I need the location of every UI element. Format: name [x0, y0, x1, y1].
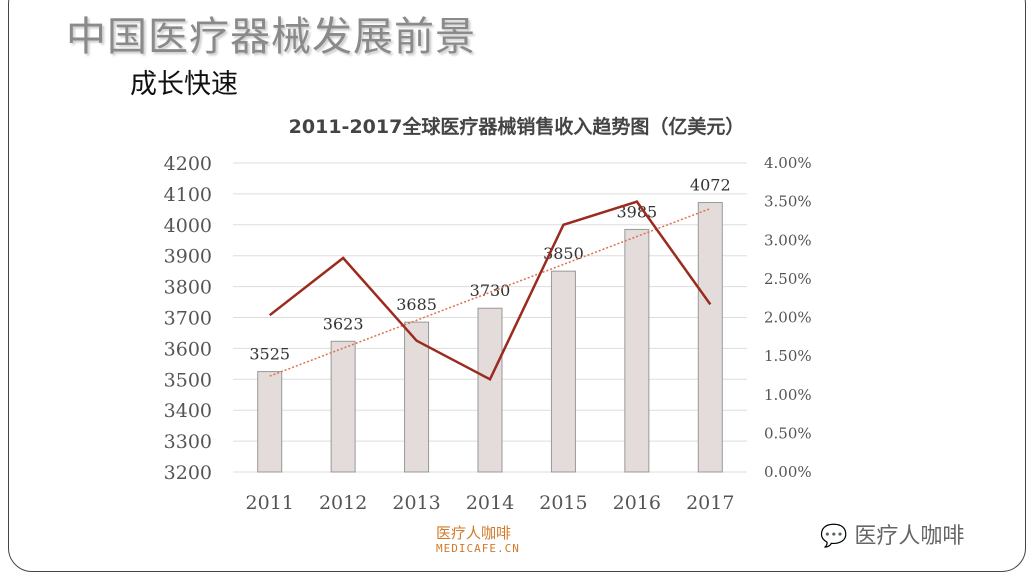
y2-tick-label: 4.00%: [764, 154, 812, 172]
x-tick-label: 2012: [319, 492, 367, 514]
chart-title: 2011-2017全球医疗器械销售收入趋势图（亿美元）: [288, 116, 745, 138]
bar: [550, 270, 576, 473]
wechat-name: 医疗人咖啡: [854, 524, 965, 549]
logo-cn: 医疗人咖啡: [436, 524, 512, 542]
y-tick-label: 3700: [164, 308, 212, 330]
x-tick-label: 2014: [466, 492, 514, 514]
data-label: 3685: [396, 295, 437, 314]
y-tick-label: 3400: [164, 400, 212, 422]
x-tick-label: 2015: [539, 492, 587, 514]
slide-title: 中国医疗器械发展前景: [66, 14, 476, 60]
data-label: 4072: [690, 176, 731, 195]
y-tick-label: 4100: [164, 184, 212, 206]
y-tick-label: 3300: [164, 431, 212, 453]
bar: [697, 202, 723, 473]
y2-tick-label: 0.50%: [764, 424, 812, 442]
medicafe-logo: 医疗人咖啡 MEDICAFE.CN: [436, 526, 520, 556]
y2-tick-label: 0.00%: [764, 463, 812, 481]
x-tick-label: 2013: [392, 492, 440, 514]
wechat-icon: 💬: [820, 524, 855, 549]
x-tick-label: 2011: [246, 492, 294, 514]
data-label: 3525: [249, 345, 290, 364]
y2-tick-label: 1.00%: [764, 386, 812, 404]
x-tick-label: 2017: [686, 492, 734, 514]
bar: [624, 228, 650, 473]
bar: [404, 321, 430, 473]
slide-subtitle: 成长快速: [130, 69, 238, 100]
growth-rate-line: [268, 200, 712, 382]
slide-frame: [8, 0, 1026, 572]
y2-tick-label: 2.00%: [764, 309, 812, 327]
x-tick-label: 2016: [613, 492, 661, 514]
y2-tick-label: 1.50%: [764, 347, 812, 365]
y-tick-label: 3600: [164, 338, 212, 360]
trendline: [269, 207, 711, 377]
y-tick-label: 4000: [164, 215, 212, 237]
y2-tick-label: 2.50%: [764, 270, 812, 288]
data-label: 3623: [323, 314, 364, 333]
bar: [257, 371, 283, 473]
y2-tick-label: 3.00%: [764, 231, 812, 249]
y-tick-label: 3200: [164, 462, 212, 484]
y-tick-label: 3800: [164, 277, 212, 299]
y2-tick-label: 3.50%: [764, 193, 812, 211]
y-tick-label: 3500: [164, 369, 212, 391]
bar: [477, 307, 503, 473]
y-tick-label: 3900: [164, 246, 212, 268]
y-tick-label: 4200: [164, 153, 212, 175]
logo-en: MEDICAFE.CN: [436, 542, 520, 555]
bar: [330, 340, 356, 473]
wechat-watermark: 💬 医疗人咖啡: [820, 518, 964, 550]
